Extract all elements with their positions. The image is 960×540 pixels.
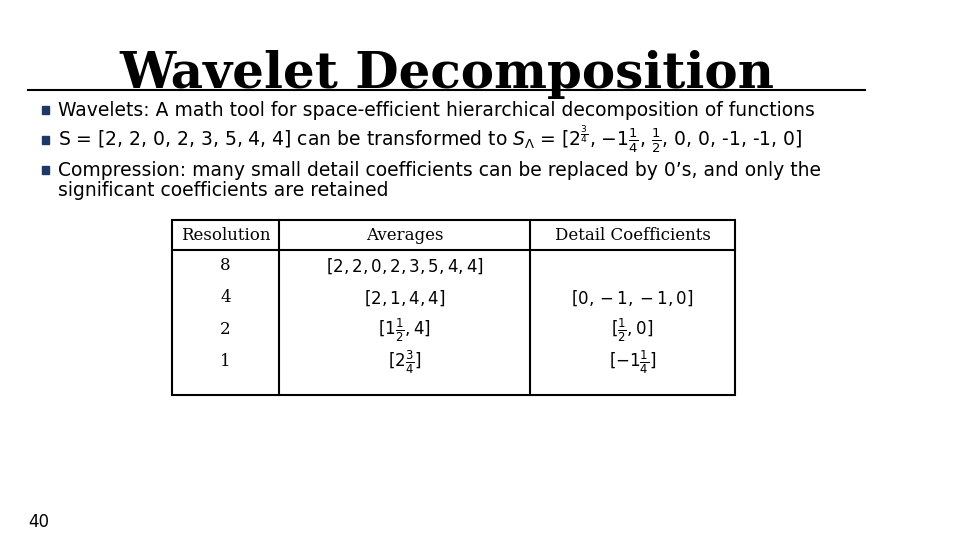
Bar (42, 136, 49, 144)
Text: Averages: Averages (366, 226, 444, 244)
Text: $[2\frac{3}{4}]$: $[2\frac{3}{4}]$ (388, 348, 421, 376)
Bar (42, 166, 49, 174)
Text: $[-1\frac{1}{4}]$: $[-1\frac{1}{4}]$ (609, 348, 657, 376)
Text: $[0, -1, -1, 0]$: $[0, -1, -1, 0]$ (571, 288, 694, 308)
Text: $[1\frac{1}{2}, 4]$: $[1\frac{1}{2}, 4]$ (378, 316, 431, 343)
Text: S = [2, 2, 0, 2, 3, 5, 4, 4] can be transformed to $S_\Lambda$ = [$2^\frac{3}{4}: S = [2, 2, 0, 2, 3, 5, 4, 4] can be tran… (58, 124, 802, 156)
Text: $[\frac{1}{2}, 0]$: $[\frac{1}{2}, 0]$ (612, 316, 654, 343)
Text: 1: 1 (220, 354, 230, 370)
Text: significant coefficients are retained: significant coefficients are retained (58, 180, 388, 199)
Text: Compression: many small detail coefficients can be replaced by 0’s, and only the: Compression: many small detail coefficie… (58, 160, 821, 179)
Text: $[2, 1, 4, 4]$: $[2, 1, 4, 4]$ (364, 288, 445, 308)
Text: Detail Coefficients: Detail Coefficients (555, 226, 710, 244)
Bar (172, 220, 734, 395)
Text: Wavelet Decomposition: Wavelet Decomposition (119, 50, 774, 99)
Bar (42, 106, 49, 114)
Text: 4: 4 (220, 289, 230, 307)
Text: 8: 8 (220, 258, 230, 274)
Text: 2: 2 (220, 321, 230, 339)
Text: $[2, 2, 0, 2, 3, 5, 4, 4]$: $[2, 2, 0, 2, 3, 5, 4, 4]$ (325, 256, 484, 276)
Text: Resolution: Resolution (180, 226, 271, 244)
Text: Wavelets: A math tool for space-efficient hierarchical decomposition of function: Wavelets: A math tool for space-efficien… (58, 100, 814, 119)
Text: 40: 40 (28, 513, 49, 531)
